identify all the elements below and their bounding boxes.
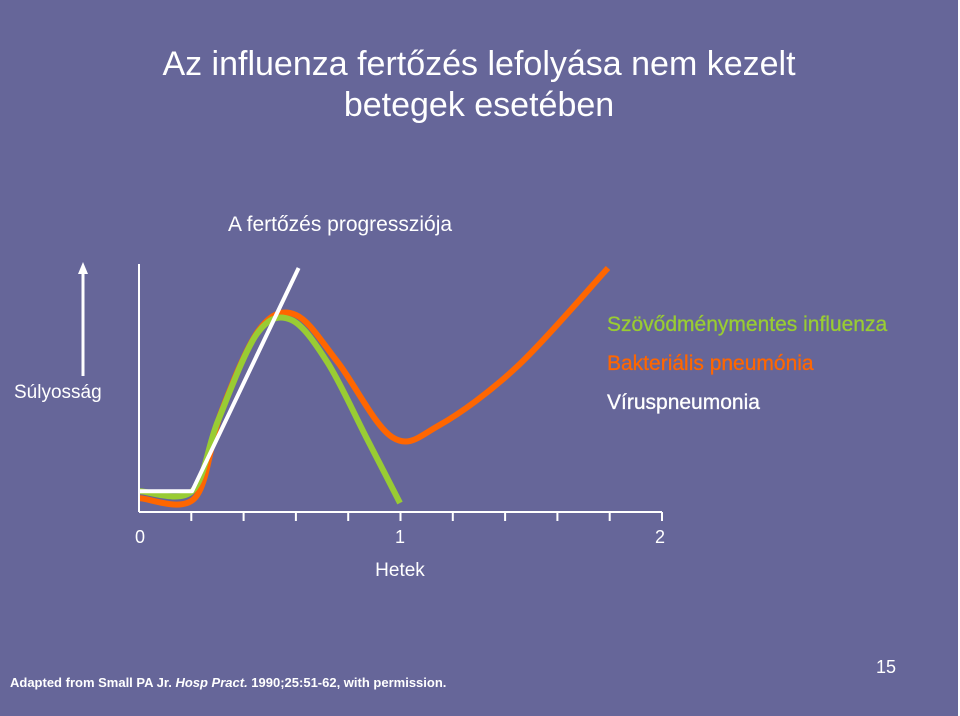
citation-journal: Hosp Pract. xyxy=(175,675,248,690)
legend-viral-pneumonia: Víruspneumonia xyxy=(607,391,760,414)
x-tick-label: 0 xyxy=(135,527,145,547)
x-tick-label: 1 xyxy=(395,527,405,547)
title-line-2: betegek esetében xyxy=(343,86,615,124)
series-line-uncomplicated-influenza xyxy=(139,314,403,505)
title-line-1: Az influenza fertőzés lefolyása nem keze… xyxy=(162,45,796,83)
slide-number: 15 xyxy=(876,657,897,677)
citation-details: 1990;25:51-62, with permission. xyxy=(247,675,447,690)
citation: Adapted from Small PA Jr. Hosp Pract. 19… xyxy=(10,675,446,690)
x-axis-label: Hetek xyxy=(375,560,425,581)
legend-uncomplicated-influenza: Szövődménymentes influenza xyxy=(607,313,888,336)
y-axis-arrow-head xyxy=(78,262,88,274)
series-line-viral-pneumonia xyxy=(140,267,301,494)
series-line-bacterial-pneumonia xyxy=(139,265,611,508)
chart-title: A fertőzés progressziója xyxy=(227,213,453,236)
x-tick-label: 2 xyxy=(655,527,665,547)
legend-bacterial-pneumonia: Bakteriális pneumónia xyxy=(607,352,814,375)
y-axis-label: Súlyosság xyxy=(14,382,102,403)
citation-author: Adapted from Small PA Jr. xyxy=(10,675,176,690)
slide-title: Az influenza fertőzés lefolyása nem keze… xyxy=(0,44,958,126)
